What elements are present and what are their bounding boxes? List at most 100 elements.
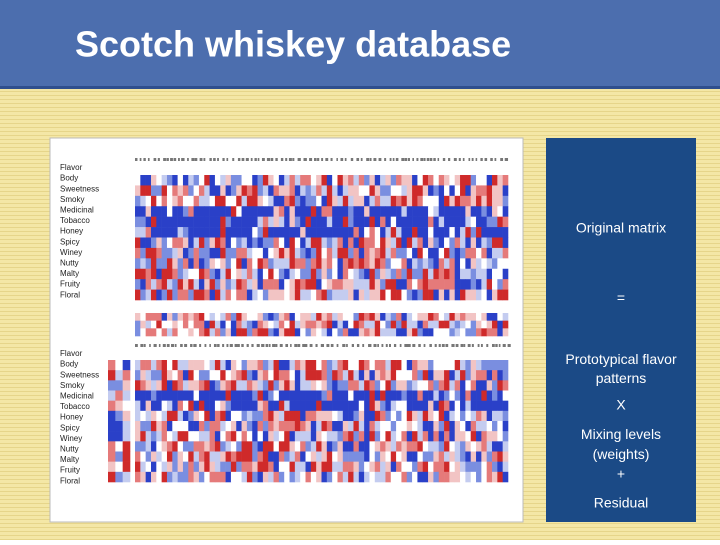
heatmap-cell [214,313,221,321]
heatmap-cell [225,360,232,371]
heatmap-cell [465,421,471,432]
column-header-mark [292,158,295,161]
heatmap-cell [220,360,226,371]
heatmap-cell [342,400,349,412]
heatmap-cell [140,441,146,452]
heatmap-cell [481,195,487,207]
heatmap-cell [486,441,493,452]
heatmap-cell [294,185,301,197]
heatmap-cell [369,268,376,280]
heatmap-cell [161,360,168,371]
heatmap-cell [406,471,413,483]
heatmap-cell [300,227,306,238]
column-header-mark [412,158,415,161]
column-header-mark [173,158,177,161]
heatmap-cell [115,421,123,432]
heatmap-cell [316,431,322,442]
heatmap-cell [358,431,365,442]
heatmap-cell [438,328,445,337]
heatmap-cell [481,227,487,238]
heatmap-cell [390,421,397,432]
heatmap-cell [156,421,162,432]
heatmap-cell [305,175,312,186]
heatmap-cell [486,206,493,217]
heatmap-cell [166,216,173,228]
heatmap-cell [396,451,402,462]
column-header-mark [356,158,360,161]
column-header-mark [153,344,157,347]
heatmap-cell [465,461,471,473]
heatmap-cell [353,410,360,422]
heatmap-cell [502,390,509,401]
heatmap-cell [497,268,503,280]
heatmap-cell [156,390,162,401]
heatmap-cell [358,390,365,401]
column-header-mark [344,158,347,161]
heatmap-cell [380,175,386,186]
heatmap-cell [135,471,141,483]
heatmap-cell [300,431,306,442]
heatmap-cell [390,279,397,290]
heatmap-cell [353,313,360,321]
heatmap-cell [236,390,242,401]
heatmap-cell [486,461,493,473]
heatmap-cell [337,471,344,483]
heatmap-cell [177,370,184,381]
heatmap-cell [353,328,360,337]
heatmap-cell [294,451,301,462]
heatmap-cell [502,441,509,452]
heatmap-cell [156,289,162,301]
heatmap-cell [294,268,301,280]
heatmap-cell [316,451,322,462]
column-header-mark [423,344,426,347]
heatmap-cell [326,247,333,259]
heatmap-cell [145,185,152,197]
heatmap-cell [465,289,471,301]
heatmap-cell [369,370,376,381]
heatmap-cell [342,410,349,422]
heatmap-cell [380,441,386,452]
heatmap-cell [108,370,116,381]
heatmap-cell [236,320,242,329]
heatmap-cell [262,360,269,371]
heatmap-cell [135,421,141,432]
heatmap-cell [284,360,290,371]
heatmap-cell [460,410,466,422]
heatmap-cell [182,441,189,452]
heatmap-cell [492,451,498,462]
heatmap-cell [135,206,141,217]
heatmap-cell [422,390,429,401]
heatmap-cell [342,320,349,329]
heatmap-cell [358,380,365,391]
heatmap-cell [406,313,413,321]
heatmap-cell [422,451,429,462]
heatmap-cell [326,471,333,483]
heatmap-cell [236,360,242,371]
heatmap-cell [273,247,280,259]
heatmap-cell [236,247,242,259]
heatmap-cell [188,461,194,473]
heatmap-cell [476,471,482,483]
heatmap-cell [316,360,322,371]
heatmap-cell [161,461,168,473]
heatmap-cell [214,279,221,290]
heatmap-cell [433,380,440,391]
heatmap-cell [454,289,461,301]
heatmap-cell [374,410,381,422]
column-header-mark [484,158,488,161]
heatmap-cell [145,441,152,452]
heatmap-cell [252,289,258,301]
heatmap-cell [161,431,168,442]
heatmap-cell [460,237,466,249]
heatmap-cell [465,328,471,337]
heatmap-cell [135,268,141,280]
heatmap-cell [454,328,461,337]
heatmap-cell [369,400,376,412]
column-header-mark [471,344,474,347]
heatmap-cell [172,320,178,329]
heatmap-cell [193,175,200,186]
heatmap-cell [135,328,141,337]
heatmap-cell [422,441,429,452]
heatmap-cell [166,441,173,452]
heatmap-cell [204,289,210,301]
